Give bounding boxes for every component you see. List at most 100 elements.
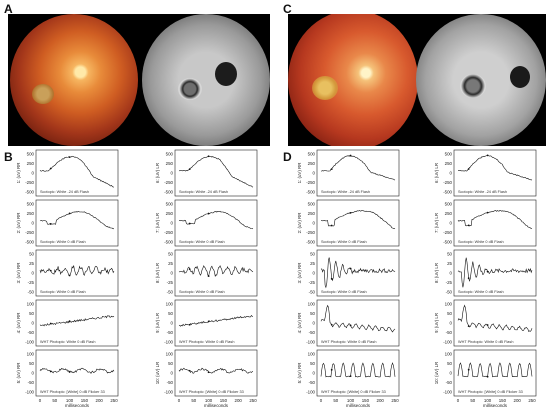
erg-ytick-label: 50	[29, 311, 34, 316]
erg-waveform	[458, 154, 533, 181]
erg-channel-label: 6: (uV) LR	[155, 163, 160, 183]
erg-ytick-label: 50	[168, 361, 173, 366]
erg-ytick-label: -100	[443, 390, 452, 395]
erg-ytick-label: 0	[32, 221, 35, 226]
macula-ring-a	[178, 78, 202, 100]
erg-ytick-label: -250	[164, 230, 173, 235]
macular-lesion-c	[312, 76, 338, 100]
erg-ytick-label: 25	[447, 261, 452, 266]
erg-ytick-label: 500	[27, 202, 35, 207]
erg-marker	[349, 211, 352, 214]
erg-xtick-label: 100	[484, 398, 492, 403]
erg-ytick-label: 0	[313, 271, 316, 276]
erg-ytick-label: 0	[313, 171, 316, 176]
erg-ytick-label: 500	[445, 152, 453, 157]
erg-channel-label: 10: (uV) LR	[155, 362, 160, 384]
erg-plot-frame	[453, 249, 537, 297]
erg-marker	[330, 168, 333, 171]
erg-ytick-label: 0	[313, 321, 316, 326]
erg-ytick-label: 50	[310, 361, 315, 366]
erg-ytick-label: 0	[171, 171, 174, 176]
erg-channel-label: 7: (uV) LR	[155, 213, 160, 233]
erg-ytick-label: 500	[166, 202, 174, 207]
erg-channel-label: 2: (uV) RR	[16, 213, 21, 234]
erg-ytick-label: -500	[306, 240, 315, 245]
erg-stimulus-caption: Scotopic: White 0 dB Flash	[458, 240, 504, 244]
erg-marker	[207, 275, 210, 277]
erg-ytick-label: -100	[25, 340, 34, 345]
erg-marker	[68, 156, 71, 159]
fundus-color-photo-a	[10, 14, 138, 146]
erg-ytick-label: 250	[308, 161, 316, 166]
erg-ytick-label: 0	[32, 271, 35, 276]
erg-ytick-label: 250	[445, 161, 453, 166]
erg-plot-frame	[174, 199, 258, 247]
erg-waveform	[39, 210, 115, 230]
erg-ytick-label: -50	[309, 380, 316, 385]
panel-label-c: C	[283, 2, 292, 16]
erg-waveform	[39, 367, 115, 374]
erg-xtick-label: 0	[320, 398, 323, 403]
fundus-autofluorescence-a	[142, 14, 270, 146]
erg-ytick-label: 25	[29, 261, 34, 266]
panel-label-d: D	[283, 150, 292, 164]
erg-waveform	[320, 257, 396, 289]
erg-ytick-label: -250	[25, 230, 34, 235]
erg-ytick-label: 100	[27, 302, 35, 307]
erg-marker	[188, 323, 191, 326]
erg-stimulus-caption: WHT Photopic: White 0 dB Flash	[179, 340, 234, 344]
erg-stimulus-caption: WHT Photopic: [White] 0 dB Flicker 33	[40, 390, 105, 394]
erg-stimulus-caption: Scotopic: White 0 dB Flash	[321, 240, 367, 244]
erg-plot-frame	[35, 299, 119, 347]
erg-xaxis-label: milliseconds	[204, 403, 229, 408]
erg-marker	[330, 277, 333, 280]
erg-xtick-label: 250	[528, 398, 536, 403]
erg-marker	[49, 269, 52, 272]
erg-xtick-label: 200	[514, 398, 522, 403]
erg-ytick-label: 50	[168, 311, 173, 316]
erg-waveform	[39, 155, 115, 188]
erg-marker	[49, 223, 52, 225]
erg-ytick-label: -100	[306, 390, 315, 395]
erg-ytick-label: 500	[308, 152, 316, 157]
erg-ytick-label: 100	[445, 302, 453, 307]
panel-label-b: B	[4, 150, 13, 164]
erg-marker	[68, 371, 71, 373]
erg-xtick-label: 100	[347, 398, 355, 403]
erg-ytick-label: -500	[443, 190, 452, 195]
erg-ytick-label: 0	[32, 371, 35, 376]
erg-xtick-label: 150	[499, 398, 507, 403]
erg-marker	[467, 168, 470, 170]
erg-ytick-label: -50	[167, 330, 174, 335]
erg-plot-frame	[174, 349, 258, 397]
erg-xtick-label: 250	[110, 398, 118, 403]
erg-ytick-label: 0	[171, 221, 174, 226]
erg-marker	[467, 277, 470, 280]
erg-marker	[188, 268, 191, 271]
erg-ytick-label: 0	[32, 321, 35, 326]
erg-marker	[330, 323, 333, 326]
erg-stimulus-caption: Scotopic: White 0 dB Flash	[458, 290, 504, 294]
optic-disc-dark-c	[510, 66, 530, 88]
erg-marker	[330, 368, 333, 371]
erg-marker	[467, 368, 470, 371]
erg-ytick-label: 0	[313, 371, 316, 376]
erg-marker	[467, 224, 470, 227]
erg-ytick-label: -100	[306, 340, 315, 345]
erg-channel-label: 8: (uV) LR	[155, 263, 160, 283]
erg-marker	[49, 167, 52, 170]
erg-channel-label: 4: (uV) RR	[16, 313, 21, 334]
erg-xtick-label: 100	[66, 398, 74, 403]
erg-ytick-label: -50	[28, 290, 35, 295]
erg-ytick-label: 0	[450, 221, 453, 226]
erg-channel-label: 5: (uV) RR	[16, 363, 21, 384]
erg-channel-label: 9: (uV) LR	[434, 313, 439, 333]
erg-stimulus-caption: WHT Photopic: [White] 0 dB Flicker 33	[321, 390, 386, 394]
macula-ring-c	[460, 74, 486, 98]
erg-ytick-label: 250	[166, 211, 174, 216]
erg-channel-label: 4: (uV) RR	[297, 313, 302, 334]
erg-stimulus-caption: Scotopic: White 0 dB Flash	[179, 240, 225, 244]
erg-waveform	[457, 304, 533, 332]
erg-marker	[486, 324, 489, 326]
erg-marker	[486, 270, 489, 273]
